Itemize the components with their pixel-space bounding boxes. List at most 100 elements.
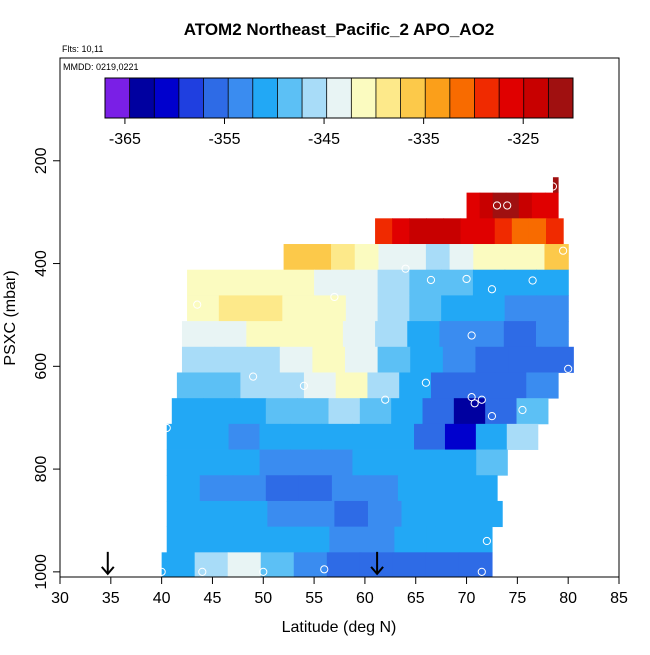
colorbar-swatch (425, 78, 451, 118)
heat-cell (475, 346, 509, 373)
x-tick-label: 80 (559, 590, 577, 607)
sample-point (482, 536, 491, 546)
colorbar-swatch (105, 78, 131, 118)
heat-cell (526, 372, 559, 399)
sample-point (559, 246, 568, 255)
heat-cell (166, 423, 199, 450)
colorbar-tick-label: -355 (208, 131, 240, 148)
heat-cell (312, 346, 346, 373)
heat-cell (329, 526, 363, 553)
heat-cell (410, 346, 444, 373)
heat-cell (472, 295, 506, 322)
sample-point (487, 412, 497, 421)
heat-cell (293, 552, 328, 578)
heat-cell (228, 423, 261, 450)
heat-cell (544, 192, 559, 219)
heat-cell (407, 321, 441, 348)
heat-cell (392, 218, 410, 245)
sample-point (487, 285, 497, 294)
heat-cell (247, 346, 281, 373)
heat-cell (536, 269, 569, 296)
heat-cell (402, 244, 427, 271)
sample-point (249, 372, 258, 381)
heat-cell (399, 372, 432, 399)
heat-cell (272, 372, 305, 399)
heat-cell (464, 475, 498, 502)
colorbar-swatch (326, 78, 352, 118)
sample-point (477, 395, 486, 404)
colorbar-swatch (178, 78, 205, 118)
y-tick-label: 800 (33, 456, 50, 483)
heat-cell (187, 295, 220, 322)
heat-cell (377, 269, 410, 296)
heat-cell (473, 244, 498, 271)
x-tick-label: 85 (610, 590, 628, 607)
heat-cell (199, 526, 233, 553)
heat-cell (516, 398, 549, 425)
y-tick-label: 400 (33, 250, 50, 277)
heat-cell (506, 423, 539, 450)
arrow-head (101, 566, 115, 576)
heat-cell (290, 449, 323, 476)
heat-cell (377, 346, 411, 373)
heat-cell (445, 449, 477, 476)
heat-cell (494, 372, 527, 399)
plot-frame (59, 57, 620, 578)
heat-cell (200, 500, 235, 528)
heat-cell (468, 500, 503, 528)
heat-cell (228, 449, 261, 476)
colorbar-swatch (203, 78, 229, 118)
heat-cell (485, 398, 518, 425)
heat-cell (377, 295, 410, 322)
x-tick-label: 65 (407, 590, 425, 607)
heat-cell (166, 526, 200, 553)
heat-cell (479, 192, 494, 219)
heatmap-cells (161, 177, 574, 578)
flight-arrows (101, 551, 384, 576)
heat-cell (497, 244, 522, 271)
colorbar-swatch (154, 78, 180, 118)
x-tick-label: 70 (458, 590, 476, 607)
x-tick-label: 35 (102, 590, 120, 607)
colorbar-frame (104, 77, 574, 119)
heat-cell (544, 244, 569, 271)
sample-point (467, 331, 476, 340)
heat-cell (425, 552, 460, 578)
sample-point (157, 567, 166, 576)
x-tick-label: 45 (204, 590, 222, 607)
heat-cell (231, 526, 265, 553)
heat-cell (298, 475, 333, 502)
colorbar-tick-label: -345 (308, 131, 340, 148)
heat-cell (466, 192, 481, 219)
heat-cell (409, 295, 442, 322)
x-tick-label: 75 (508, 590, 526, 607)
heat-cell (409, 218, 427, 245)
sample-point (426, 275, 436, 285)
heat-cell (314, 295, 347, 322)
heat-cell (181, 346, 216, 373)
heat-cell (414, 449, 446, 476)
sample-point (198, 567, 207, 576)
y-axis: 200 400 600 800 1000 (33, 147, 60, 590)
heat-cell (264, 526, 298, 553)
heat-cell (409, 269, 442, 296)
heat-cell (459, 526, 493, 553)
heat-cell (494, 218, 513, 245)
heat-cell (187, 269, 220, 296)
heat-cell (290, 423, 322, 450)
heat-cell (297, 398, 330, 425)
heat-cell (378, 244, 403, 271)
heat-cell (352, 423, 384, 450)
heat-cell (449, 244, 474, 271)
heat-cell (383, 449, 415, 476)
heat-cell (425, 244, 451, 271)
heat-cell (528, 218, 547, 245)
heat-cell (171, 398, 204, 425)
heat-cell (331, 475, 366, 502)
heat-cell (161, 552, 196, 578)
colorbar-swatch (523, 78, 549, 118)
heat-cell (197, 423, 230, 450)
heat-cell (392, 552, 427, 578)
heat-cell (354, 244, 380, 271)
colorbar-tick-label: -335 (408, 131, 440, 148)
